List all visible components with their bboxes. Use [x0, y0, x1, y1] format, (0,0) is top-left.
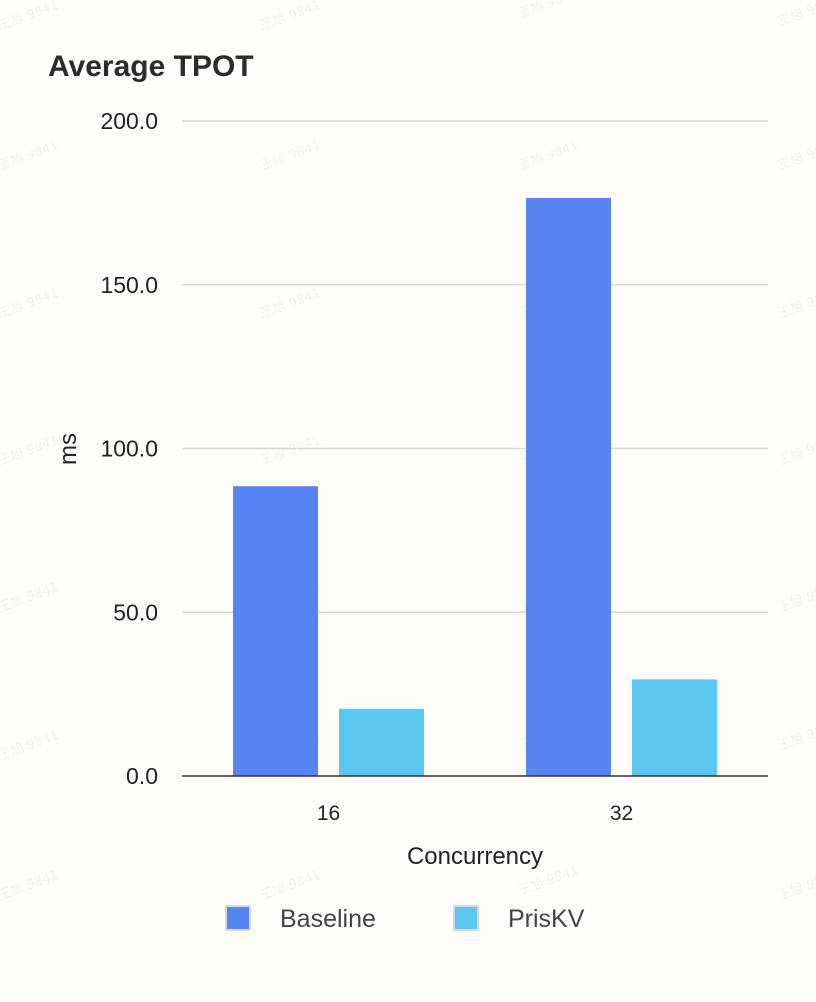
x-axis-ticks: 16 32 [317, 802, 633, 825]
watermark-text: 王旭 9841 [516, 138, 581, 174]
watermark-text: 王旭 9841 [258, 0, 323, 34]
watermark-text: 王旭 9841 [258, 138, 323, 174]
legend-label-baseline: Baseline [280, 905, 376, 933]
watermark-text: 王旭 9841 [776, 433, 816, 469]
y-tick-label: 100.0 [100, 436, 158, 462]
bar-baseline-32 [526, 197, 611, 776]
bar-priskv-16 [339, 708, 424, 776]
bar-baseline-16 [233, 486, 318, 776]
legend: Baseline PrisKV [225, 905, 585, 933]
y-tick-label: 50.0 [113, 599, 158, 625]
watermark-text: 王旭 9841 [258, 433, 323, 469]
watermark-text: 王旭 9841 [516, 0, 581, 22]
watermark-text: 王旭 9841 [0, 138, 61, 174]
watermark-text: 王旭 9841 [0, 0, 61, 34]
x-axis-label: Concurrency [407, 843, 543, 870]
y-axis-ticks: 0.0 50.0 100.0 150.0 200.0 [100, 108, 158, 789]
watermark-text: 王旭 9841 [0, 868, 61, 904]
y-tick-label: 200.0 [100, 108, 158, 134]
bar-priskv-32 [632, 679, 717, 776]
chart-title: Average TPOT [48, 50, 254, 83]
watermark-text: 王旭 9841 [776, 138, 816, 174]
watermark-text: 王旭 9841 [0, 580, 61, 616]
legend-swatch-priskv [453, 905, 479, 931]
x-tick-label: 32 [610, 802, 633, 825]
watermark-text: 王旭 9841 [776, 286, 816, 322]
legend-label-priskv: PrisKV [508, 905, 585, 933]
legend-swatch-baseline [225, 905, 251, 931]
y-tick-label: 0.0 [126, 763, 158, 789]
watermark-text: 王旭 9841 [0, 728, 61, 764]
y-axis-label: ms [55, 433, 82, 465]
watermark-text: 王旭 9841 [258, 868, 323, 904]
watermark-text: 王旭 9841 [776, 0, 816, 30]
x-tick-label: 16 [317, 802, 340, 825]
watermark-text: 王旭 9841 [776, 580, 816, 616]
watermark-text: 王旭 9841 [0, 286, 61, 322]
y-tick-label: 150.0 [100, 272, 158, 298]
watermark-text: 王旭 9841 [776, 868, 816, 904]
watermark-text: 王旭 9841 [258, 286, 323, 322]
watermark-text: 王旭 9841 [0, 433, 61, 469]
watermark-text: 王旭 9841 [776, 718, 816, 754]
bars [233, 197, 717, 776]
